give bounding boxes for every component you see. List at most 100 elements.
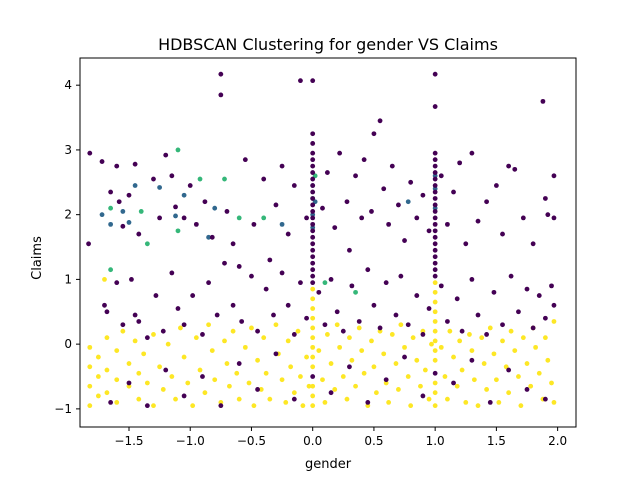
point-cluster_2-42 [227, 383, 232, 389]
point-cluster_2-120 [432, 309, 438, 315]
point-cluster_2-14 [120, 328, 126, 334]
point-cluster_2-13 [114, 400, 120, 405]
point-cluster_2-72 [310, 335, 316, 341]
point-noise-99 [432, 260, 438, 266]
point-cluster_2-123 [432, 338, 438, 344]
point-noise-175 [500, 322, 505, 328]
point-noise-11 [157, 215, 163, 221]
point-noise-19 [209, 234, 215, 240]
point-noise-146 [285, 302, 291, 308]
point-noise-64 [347, 247, 352, 253]
point-cluster_2-92 [356, 325, 362, 331]
point-cluster_2-22 [151, 332, 156, 337]
point-noise-4 [114, 163, 120, 169]
point-noise-5 [116, 199, 122, 205]
point-noise-85 [432, 170, 438, 175]
point-cluster_2-133 [451, 354, 456, 360]
point-noise-164 [414, 293, 420, 298]
point-noise-103 [445, 221, 450, 227]
points-layer [86, 71, 557, 409]
point-cluster_2-4 [95, 354, 101, 360]
point-cluster_2-3 [87, 403, 93, 409]
point-cluster_2-69 [310, 306, 316, 311]
point-cluster_2-5 [95, 374, 101, 379]
point-cluster_2-141 [475, 403, 481, 409]
point-cluster_2-119 [432, 299, 438, 305]
point-noise-158 [371, 302, 377, 308]
point-cluster_2-36 [206, 322, 211, 328]
point-noise-65 [353, 173, 358, 179]
point-cluster_2-40 [222, 338, 227, 344]
point-cluster_2-112 [418, 383, 423, 389]
point-noise-108 [475, 218, 481, 224]
point-noise-112 [506, 163, 512, 169]
point-noise-97 [432, 247, 438, 253]
point-noise-3 [108, 189, 114, 195]
point-cluster_2-44 [234, 370, 240, 376]
point-noise-122 [104, 309, 110, 315]
point-noise-204 [469, 357, 475, 363]
point-noise-46 [310, 209, 316, 214]
point-cluster_2-129 [438, 344, 444, 350]
point-cluster_2-93 [359, 348, 365, 354]
point-noise-30 [279, 163, 285, 169]
point-noise-143 [263, 286, 269, 292]
point-cluster_2-116 [429, 341, 434, 347]
point-cluster_2-102 [386, 400, 392, 405]
point-cluster_2-88 [344, 396, 350, 402]
y-tick-label-4: 3 [64, 143, 72, 157]
point-noise-133 [181, 322, 187, 328]
y-tick-label-3: 2 [64, 208, 72, 222]
point-noise-80 [432, 71, 438, 77]
point-cluster_2-20 [141, 351, 147, 357]
point-cluster_2-25 [160, 387, 166, 392]
point-cluster_2-106 [398, 322, 404, 328]
point-cluster_2-137 [463, 400, 469, 405]
point-cluster_2-73 [310, 344, 316, 350]
point-cluster_2-104 [393, 361, 399, 366]
point-cluster_2-77 [310, 393, 316, 399]
point-noise-169 [454, 296, 460, 302]
point-noise-25 [242, 157, 248, 163]
point-cluster_1-6 [197, 176, 203, 182]
point-noise-126 [132, 312, 138, 318]
point-cluster_2-6 [95, 393, 101, 399]
point-cluster_2-135 [457, 338, 463, 344]
point-noise-130 [160, 328, 166, 334]
point-noise-87 [432, 183, 438, 188]
point-cluster_2-30 [181, 354, 187, 360]
point-noise-135 [200, 332, 205, 337]
point-noise-51 [310, 241, 316, 247]
point-cluster_2-26 [165, 341, 171, 347]
point-cluster_2-32 [190, 403, 196, 409]
point-noise-181 [542, 315, 548, 321]
point-cluster_2-57 [279, 377, 285, 383]
point-cluster_2-91 [353, 383, 358, 389]
point-cluster_2-131 [445, 396, 450, 402]
point-cluster_2-139 [469, 348, 475, 354]
point-noise-52 [310, 247, 316, 253]
point-cluster_2-83 [328, 361, 334, 366]
point-cluster_2-108 [405, 374, 411, 379]
point-noise-148 [298, 280, 303, 286]
point-noise-206 [506, 367, 512, 373]
point-noise-89 [432, 196, 438, 201]
point-noise-105 [457, 160, 463, 166]
point-cluster_2-115 [426, 396, 432, 402]
point-cluster_2-64 [300, 403, 306, 409]
point-noise-20 [218, 71, 224, 77]
point-cluster_2-52 [261, 335, 267, 341]
point-cluster_2-59 [285, 338, 291, 344]
point-cluster_2-66 [306, 383, 312, 389]
point-cluster_2-118 [432, 289, 438, 295]
point-cluster_2-45 [236, 396, 242, 402]
point-noise-22 [224, 209, 230, 214]
point-cluster_2-82 [324, 332, 330, 337]
point-noise-139 [230, 302, 236, 308]
point-noise-159 [377, 325, 383, 331]
point-cluster_2-43 [230, 328, 236, 334]
point-noise-98 [432, 254, 438, 260]
point-noise-111 [500, 231, 505, 237]
point-noise-92 [432, 215, 438, 221]
